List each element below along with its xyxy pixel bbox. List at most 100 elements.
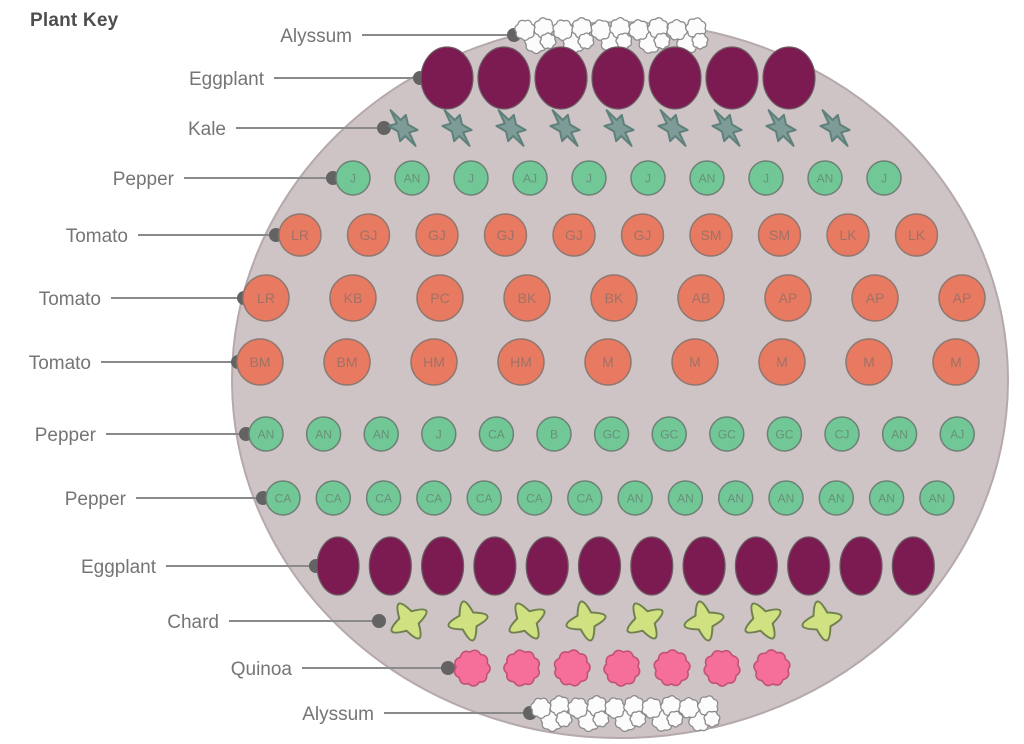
plant-code: AN bbox=[878, 491, 895, 505]
plant-shape-pepper bbox=[453, 160, 489, 196]
plant-shape-pepper bbox=[567, 480, 603, 516]
plant-shape-chard bbox=[801, 600, 843, 642]
plant-code: LR bbox=[257, 290, 275, 306]
plant-shape-eggplant bbox=[316, 536, 360, 596]
plant-shape-pepper bbox=[335, 160, 371, 196]
plant-shape-eggplant bbox=[648, 46, 702, 110]
plant-shape-tomato bbox=[584, 338, 632, 386]
plant-shape-pepper bbox=[593, 416, 630, 452]
plant-code: AP bbox=[779, 290, 798, 306]
plant-shape-quinoa bbox=[553, 649, 591, 687]
plant-shape-kale bbox=[765, 109, 797, 147]
plant-code: GC bbox=[775, 427, 793, 441]
plant-shape-pepper bbox=[305, 416, 342, 452]
plant-shape-quinoa bbox=[753, 649, 791, 687]
plant-code: HM bbox=[510, 354, 532, 370]
plant-shape-eggplant bbox=[891, 536, 935, 596]
plant-shape-pepper bbox=[919, 480, 955, 516]
plant-shape-pepper bbox=[512, 160, 548, 196]
plant-shape-pepper bbox=[265, 480, 301, 516]
plant-row-pepper-row-1: Pepper J AN J AJ J J AN J AN J bbox=[113, 160, 902, 196]
plant-shape-chard bbox=[626, 602, 664, 640]
plant-shape-tomato bbox=[346, 213, 391, 257]
plant-code: M bbox=[863, 354, 875, 370]
plant-code: AB bbox=[692, 290, 711, 306]
row-label: Eggplant bbox=[81, 557, 157, 578]
plant-code: AN bbox=[778, 491, 795, 505]
plant-shape-chard bbox=[565, 600, 607, 642]
plant-shape-quinoa bbox=[603, 649, 641, 687]
plant-shape-chard bbox=[390, 602, 428, 640]
plant-shape-eggplant bbox=[734, 536, 779, 596]
plant-code: J bbox=[436, 427, 442, 441]
plant-shape-alyssum bbox=[678, 697, 700, 719]
plant-shape-alyssum bbox=[666, 710, 684, 728]
plant-shape-alyssum bbox=[604, 697, 626, 719]
plant-code: AP bbox=[866, 290, 885, 306]
plant-code: AN bbox=[828, 491, 845, 505]
plant-code: GJ bbox=[634, 227, 652, 243]
plant-code: LK bbox=[839, 227, 857, 243]
plant-shape-eggplant bbox=[421, 536, 465, 596]
plant-shape-eggplant bbox=[534, 46, 588, 110]
plant-shape-pepper bbox=[667, 480, 704, 516]
plant-row-tomato-row-1: Tomato LR GJ GJ GJ GJ GJ SM SM LK LK bbox=[66, 213, 939, 257]
row-label: Eggplant bbox=[189, 69, 265, 90]
plant-code: LK bbox=[908, 227, 926, 243]
plant-shape-tomato bbox=[845, 338, 893, 386]
plant-shape-quinoa bbox=[653, 649, 691, 687]
plant-shape-eggplant bbox=[682, 536, 726, 596]
plant-code: BK bbox=[605, 290, 624, 306]
plant-code: J bbox=[586, 171, 592, 185]
plant-row-pepper-row-3: Pepper CA CA CA CA CA CA CA AN AN AN AN AN AN AN bbox=[65, 480, 955, 516]
plant-code: LR bbox=[291, 227, 309, 243]
plant-code: AN bbox=[404, 171, 421, 185]
plant-code: AP bbox=[953, 290, 972, 306]
plant-shape-kale bbox=[549, 109, 581, 147]
plant-shape-quinoa bbox=[703, 649, 741, 687]
plant-code: AN bbox=[891, 427, 908, 441]
plant-shape-alyssum bbox=[514, 19, 536, 41]
plant-shape-alyssum bbox=[590, 19, 612, 41]
plant-shape-kale bbox=[711, 109, 743, 147]
plant-shape-alyssum bbox=[629, 710, 647, 728]
plant-shape-tomato bbox=[329, 274, 377, 322]
plant-row-alyssum-bottom: Alyssum bbox=[302, 695, 721, 733]
plant-code: HM bbox=[423, 354, 445, 370]
plant-code: AJ bbox=[950, 427, 964, 441]
plant-row-alyssum-top: Alyssum bbox=[280, 17, 709, 55]
plant-code: M bbox=[602, 354, 614, 370]
plant-code: M bbox=[776, 354, 788, 370]
plant-row-quinoa: Quinoa bbox=[231, 649, 791, 687]
page-title: Plant Key bbox=[30, 10, 119, 31]
plant-shape-tomato bbox=[894, 213, 939, 257]
plant-code: AN bbox=[929, 491, 946, 505]
plant-shape-tomato bbox=[483, 213, 528, 257]
plant-shape-eggplant bbox=[368, 536, 412, 596]
plant-shape-pepper bbox=[768, 480, 804, 516]
plant-shape-tomato bbox=[278, 213, 322, 257]
plant-code: AN bbox=[627, 491, 644, 505]
plant-shape-pepper bbox=[421, 416, 457, 452]
plant-shape-alyssum bbox=[555, 710, 573, 728]
plant-code: J bbox=[350, 171, 356, 185]
plant-shape-alyssum bbox=[539, 32, 557, 50]
row-label: Tomato bbox=[29, 353, 91, 374]
plant-shape-tomato bbox=[758, 338, 806, 386]
plant-shape-pepper bbox=[824, 416, 860, 452]
plant-code: CA bbox=[275, 491, 292, 505]
row-label: Alyssum bbox=[302, 704, 374, 725]
row-label: Pepper bbox=[113, 169, 175, 190]
plant-shape-alyssum bbox=[552, 19, 574, 41]
plant-shape-tomato bbox=[938, 274, 986, 322]
plant-code: AN bbox=[727, 491, 744, 505]
plant-shape-tomato bbox=[932, 338, 980, 386]
plant-shape-pepper bbox=[248, 416, 284, 452]
plant-shape-tomato bbox=[851, 274, 899, 322]
plant-shape-pepper bbox=[766, 416, 803, 452]
leader-dot bbox=[377, 121, 391, 135]
plant-shape-alyssum bbox=[653, 32, 671, 50]
plant-code: GJ bbox=[565, 227, 583, 243]
plant-shape-eggplant bbox=[839, 536, 883, 596]
